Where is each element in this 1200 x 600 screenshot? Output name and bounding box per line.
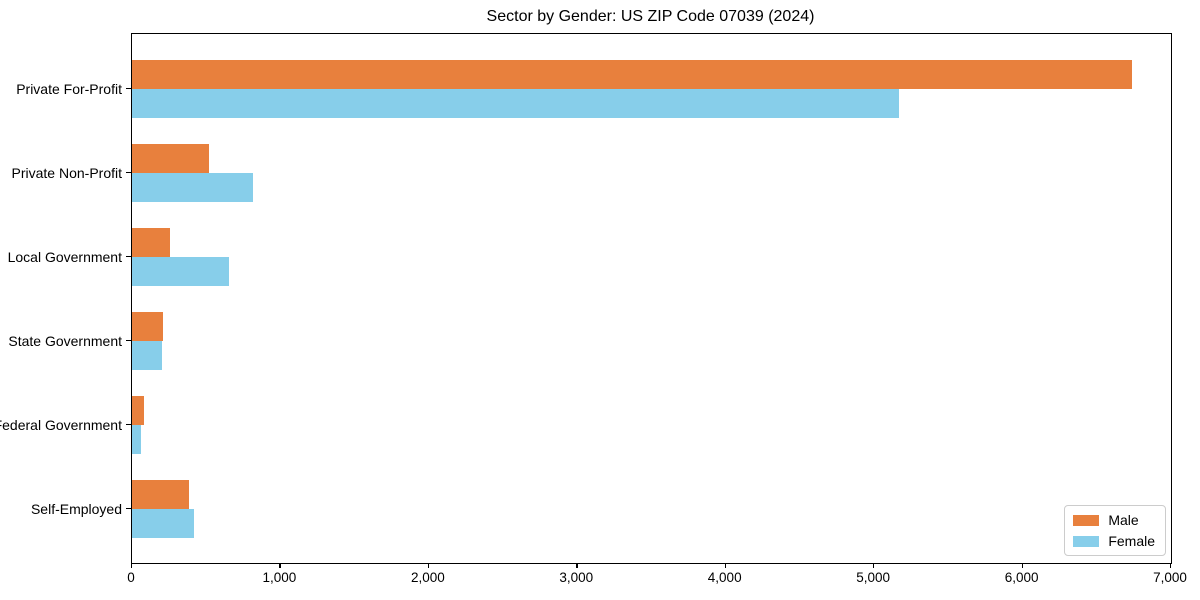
bar-male-state-government bbox=[132, 312, 164, 341]
bar-female-state-government bbox=[132, 341, 163, 370]
x-axis-tick bbox=[576, 563, 578, 568]
category-label-self-employed: Self-Employed bbox=[30, 501, 122, 517]
y-axis-tick bbox=[126, 88, 131, 90]
bar-female-local-government bbox=[132, 257, 230, 286]
category-label-local-government: Local Government bbox=[7, 249, 122, 265]
bar-female-private-for-profit bbox=[132, 89, 900, 118]
legend-item-male: Male bbox=[1073, 512, 1155, 528]
x-axis-tick bbox=[1170, 563, 1172, 568]
legend-item-female: Female bbox=[1073, 533, 1155, 549]
plot-area: Male Female bbox=[131, 33, 1172, 564]
bar-female-federal-government bbox=[132, 425, 141, 454]
legend-swatch-female bbox=[1073, 535, 1100, 547]
x-axis-tick bbox=[131, 563, 133, 568]
bar-male-private-for-profit bbox=[132, 60, 1133, 89]
chart-title: Sector by Gender: US ZIP Code 07039 (202… bbox=[486, 8, 815, 25]
x-tick-label-5-000: 5,000 bbox=[856, 570, 890, 585]
x-axis-tick bbox=[1021, 563, 1023, 568]
category-label-private-non-profit: Private Non-Profit bbox=[11, 165, 122, 181]
bar-male-private-non-profit bbox=[132, 144, 210, 173]
legend-label-male: Male bbox=[1108, 512, 1139, 528]
x-tick-label-4-000: 4,000 bbox=[707, 570, 742, 585]
legend-swatch-male bbox=[1073, 514, 1100, 526]
x-tick-label-0: 0 bbox=[127, 570, 135, 585]
category-label-state-government: State Government bbox=[8, 333, 122, 349]
x-tick-label-7-000: 7,000 bbox=[1153, 570, 1187, 585]
category-label-federal-government: Federal Government bbox=[0, 417, 122, 433]
x-tick-label-1-000: 1,000 bbox=[262, 570, 297, 585]
y-axis-tick bbox=[126, 172, 131, 174]
category-label-private-for-profit: Private For-Profit bbox=[16, 81, 122, 97]
bar-male-self-employed bbox=[132, 480, 190, 509]
bar-female-private-non-profit bbox=[132, 173, 253, 202]
y-axis-tick bbox=[126, 508, 131, 510]
x-tick-label-6-000: 6,000 bbox=[1004, 570, 1039, 585]
legend: Male Female bbox=[1064, 505, 1166, 556]
x-tick-label-3-000: 3,000 bbox=[559, 570, 594, 585]
x-axis-tick bbox=[279, 563, 281, 568]
y-axis-tick bbox=[126, 256, 131, 258]
bar-female-self-employed bbox=[132, 509, 195, 538]
x-axis-tick bbox=[427, 563, 430, 568]
x-tick-label-2-000: 2,000 bbox=[410, 570, 445, 585]
x-axis-tick bbox=[724, 563, 726, 568]
bar-male-federal-government bbox=[132, 396, 144, 425]
y-axis-tick bbox=[126, 424, 131, 426]
y-axis-tick bbox=[126, 340, 131, 342]
bar-male-local-government bbox=[132, 228, 170, 257]
x-axis-tick bbox=[873, 563, 875, 568]
legend-label-female: Female bbox=[1108, 533, 1155, 549]
